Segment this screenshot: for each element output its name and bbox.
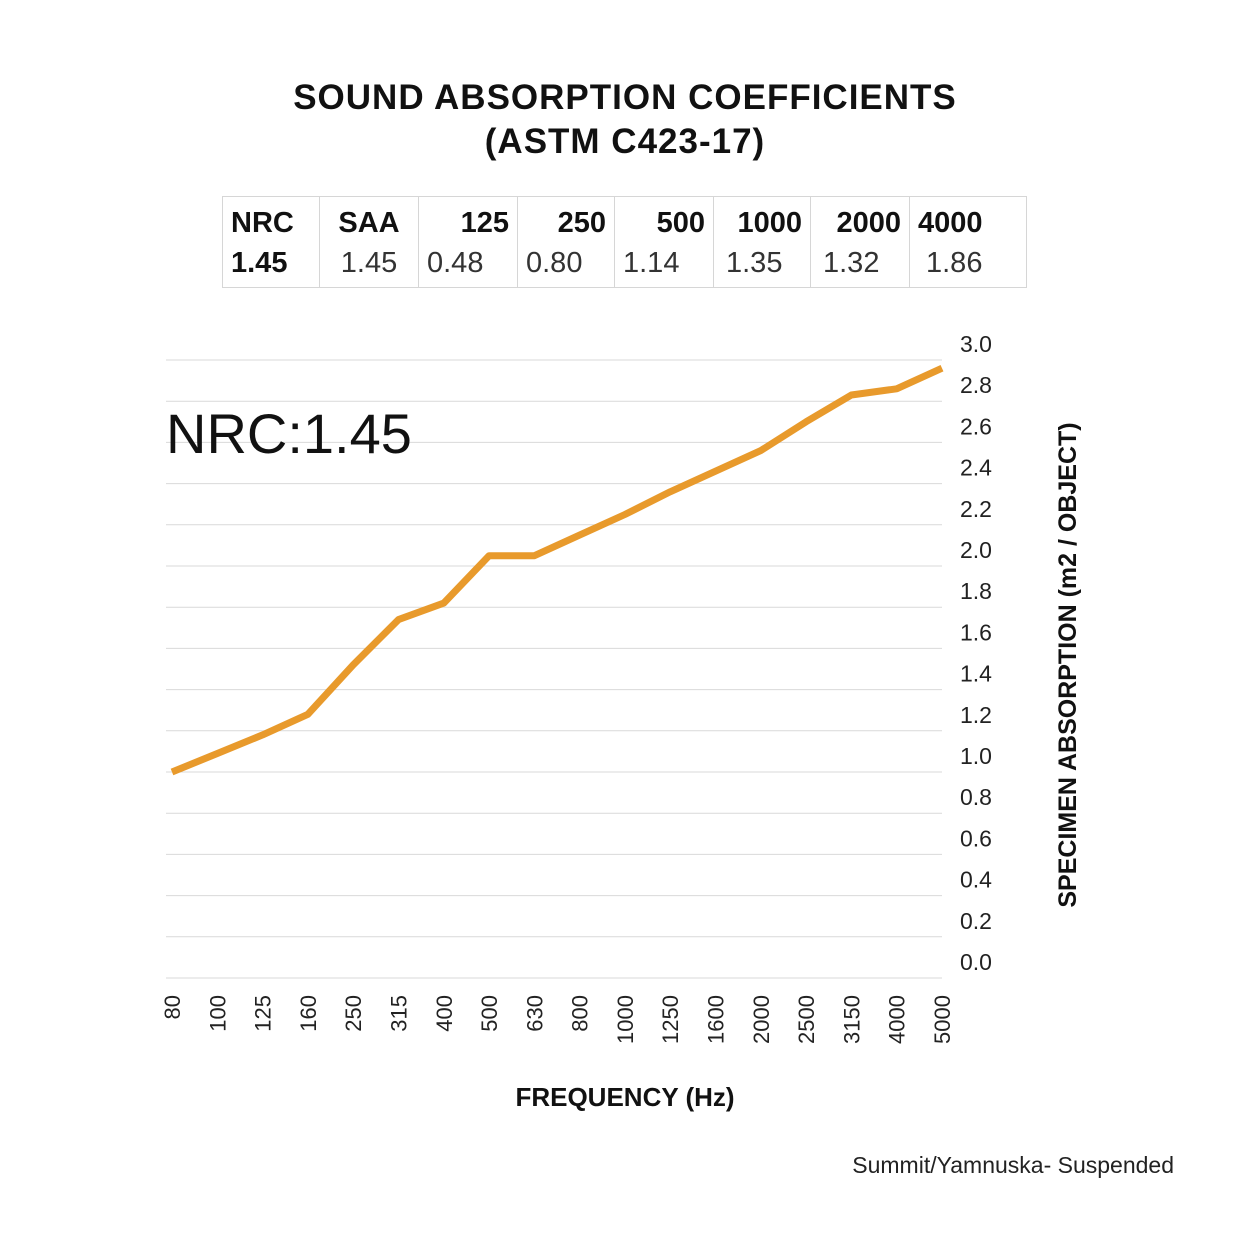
- table-header-250: 250: [517, 196, 615, 243]
- x-tick-label: 1000: [613, 995, 638, 1044]
- chart-title-line1: SOUND ABSORPTION COEFFICIENTS: [293, 78, 957, 117]
- coefficient-table-header-row: NRC SAA 125 250 500 1000 2000 4000: [222, 196, 1027, 243]
- y-tick-labels: 0.0 0.2 0.4 0.6 0.8 1.0 1.2 1.4 1.6 1.8 2.0 2.2 2.4 2…: [960, 331, 992, 975]
- coefficient-table-value-row: 1.45 1.45 0.48 0.80 1.14 1.35 1.32 1.86: [222, 243, 1027, 288]
- table-value-500: 1.14: [614, 243, 714, 288]
- series-layer: [170, 365, 944, 776]
- y-tick-label: 1.6: [960, 619, 992, 645]
- y-tick-label: 2.4: [960, 455, 992, 481]
- x-tick-label: 160: [296, 995, 321, 1032]
- table-header-500: 500: [614, 196, 714, 243]
- table-value-2000: 1.32: [810, 243, 910, 288]
- x-tick-label: 1250: [658, 995, 683, 1044]
- x-axis-label: FREQUENCY (Hz): [515, 1082, 734, 1112]
- table-header-1000: 1000: [713, 196, 811, 243]
- x-tick-label: 315: [386, 995, 411, 1032]
- x-tick-label: 250: [341, 995, 366, 1032]
- y-tick-label: 2.6: [960, 413, 992, 439]
- table-header-4000: 4000: [909, 196, 1027, 243]
- x-tick-label: 5000: [930, 995, 955, 1044]
- table-value-125: 0.48: [418, 243, 518, 288]
- table-value-1000: 1.35: [713, 243, 811, 288]
- absorption-series-line: [170, 365, 944, 776]
- table-value-saa: 1.45: [319, 243, 419, 288]
- y-tick-label: 0.2: [960, 908, 992, 934]
- x-tick-label: 400: [432, 995, 457, 1032]
- y-axis-label: SPECIMEN ABSORPTION (m2 / OBJECT): [1054, 422, 1082, 907]
- x-tick-label: 3150: [839, 995, 864, 1044]
- table-header-nrc: NRC: [222, 196, 320, 243]
- x-tick-label: 4000: [885, 995, 910, 1044]
- x-tick-label: 500: [477, 995, 502, 1032]
- x-tick-label: 630: [522, 995, 547, 1032]
- coefficient-table: NRC SAA 125 250 500 1000 2000 4000 1.45 …: [222, 196, 1027, 288]
- y-tick-label: 0.0: [960, 949, 992, 975]
- x-tick-labels: 80 100 125 160 250 315 400 500 630 800 1000 1250 160…: [160, 995, 955, 1044]
- y-tick-label: 0.4: [960, 867, 992, 893]
- table-value-250: 0.80: [517, 243, 615, 288]
- y-tick-label: 1.8: [960, 578, 992, 604]
- x-tick-label: 800: [568, 995, 593, 1032]
- x-tick-label: 2500: [794, 995, 819, 1044]
- y-tick-label: 1.2: [960, 702, 992, 728]
- y-tick-label: 3.0: [960, 331, 992, 357]
- table-header-125: 125: [418, 196, 518, 243]
- nrc-annotation: NRC:1.45: [166, 402, 412, 465]
- y-tick-label: 0.8: [960, 784, 992, 810]
- y-tick-label: 2.8: [960, 372, 992, 398]
- grid-lines: [166, 359, 942, 979]
- y-tick-label: 1.4: [960, 661, 992, 687]
- product-caption: Summit/Yamnuska- Suspended: [852, 1152, 1174, 1178]
- y-tick-label: 2.0: [960, 537, 992, 563]
- table-value-4000: 1.86: [909, 243, 1027, 288]
- y-tick-label: 2.2: [960, 496, 992, 522]
- y-tick-label: 0.6: [960, 825, 992, 851]
- x-tick-label: 125: [251, 995, 276, 1032]
- x-tick-label: 1600: [704, 995, 729, 1044]
- x-tick-label: 100: [205, 995, 230, 1032]
- x-tick-label: 2000: [749, 995, 774, 1044]
- y-tick-label: 1.0: [960, 743, 992, 769]
- chart-title-line2: (ASTM C423-17): [484, 122, 766, 161]
- x-tick-label: 80: [160, 995, 185, 1019]
